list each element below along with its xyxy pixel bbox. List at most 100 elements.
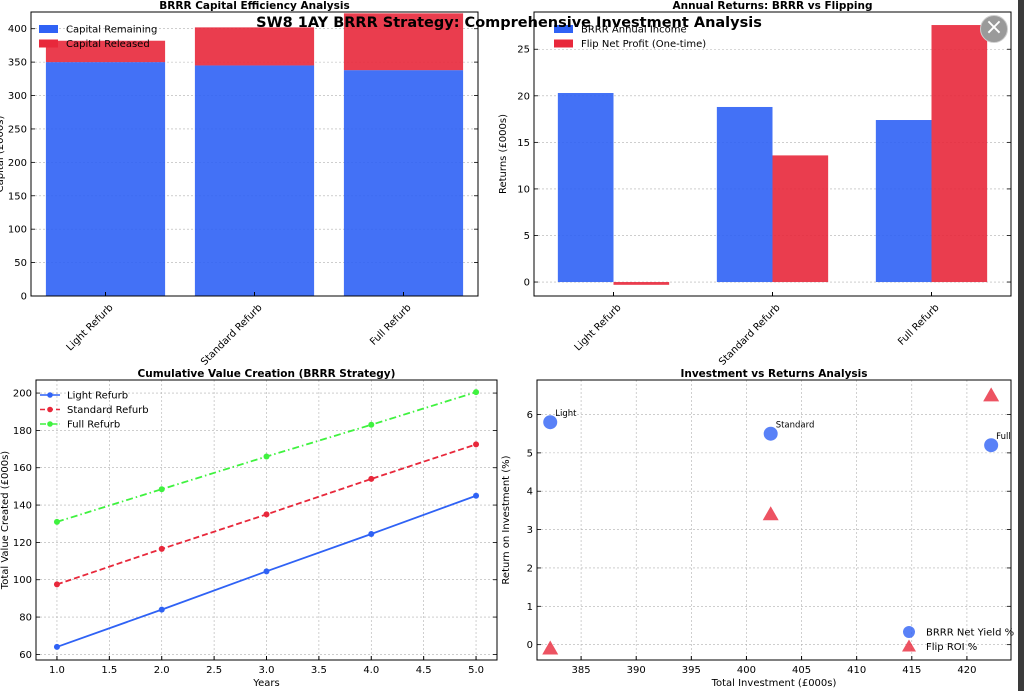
y-tick-label: 10 [517, 184, 530, 195]
bar-flip-profit [772, 155, 829, 283]
legend-swatch [554, 25, 573, 33]
y-tick-label: 140 [13, 501, 32, 512]
bar-brrr-income [716, 106, 773, 283]
x-tick-label: 2.5 [206, 665, 222, 676]
y-tick-label: 5 [527, 448, 533, 459]
x-axis-label: Years [252, 678, 279, 689]
data-point [158, 545, 165, 552]
legend-label: Flip ROI % [926, 642, 977, 653]
legend-marker [47, 421, 53, 427]
plot-1: BRRR Capital Efficiency Analysis 0 50 100 15… [0, 0, 479, 368]
y-tick-label: 300 [8, 91, 27, 102]
point-annotation: Light [555, 409, 577, 419]
y-tick-label: 160 [13, 463, 32, 474]
bar-capital-released [45, 40, 166, 63]
data-point [158, 486, 165, 493]
y-tick-label: 200 [8, 158, 27, 169]
legend-swatch [39, 39, 58, 48]
data-point [473, 492, 480, 499]
figure-suptitle: SW8 1AY BRRR Strategy: Comprehensive Inv… [256, 15, 762, 31]
legend-label: Full Refurb [67, 420, 120, 431]
y-axis-label: Return on Investment (%) [501, 455, 512, 584]
y-tick-label: 15 [517, 138, 530, 149]
x-tick-label: 390 [627, 665, 646, 676]
y-tick-label: 4 [527, 487, 533, 498]
x-tick-label: 395 [682, 665, 701, 676]
legend-marker [902, 639, 916, 652]
chart-title: Cumulative Value Creation (BRRR Strategy… [138, 368, 396, 380]
x-tick-label: Standard Refurb [199, 302, 265, 368]
x-tick-label: 410 [847, 665, 866, 676]
legend-swatch [554, 39, 573, 48]
plot-3: Cumulative Value Creation (BRRR Strategy… [0, 368, 498, 689]
data-point [368, 421, 375, 428]
chart-title: Investment vs Returns Analysis [680, 368, 867, 380]
data-point [53, 518, 60, 525]
x-tick-label: 400 [737, 665, 756, 676]
legend-label: BRRR Net Yield % [926, 628, 1014, 639]
data-point [158, 606, 165, 613]
y-tick-label: 0 [21, 292, 27, 303]
y-tick-label: 100 [13, 575, 32, 586]
close-button[interactable]: × [980, 15, 1008, 43]
legend-label: Capital Remaining [66, 25, 157, 36]
data-point [368, 475, 375, 482]
x-tick-label: 420 [957, 665, 976, 676]
plot-border [30, 11, 479, 297]
data-point [53, 643, 60, 650]
scatter-point-flip [983, 387, 1000, 402]
scatter-point-brrr [543, 415, 558, 430]
chart-title: BRRR Capital Efficiency Analysis [159, 0, 349, 12]
y-tick-label: 1 [527, 602, 533, 613]
bar-capital-remaining [194, 65, 315, 296]
y-tick-label: 200 [13, 389, 32, 400]
scatter-point-brrr [984, 438, 999, 453]
y-tick-label: 400 [8, 24, 27, 35]
data-point [263, 453, 270, 460]
legend-marker [47, 406, 53, 413]
bar-capital-released [343, 13, 464, 71]
bar-capital-remaining [45, 62, 166, 296]
x-tick-label: 405 [792, 665, 811, 676]
x-tick-label: 2.0 [154, 665, 170, 676]
x-tick-label: Standard Refurb [717, 302, 783, 368]
y-tick-label: 2 [527, 563, 533, 574]
legend-label: Flip Net Profit (One-time) [581, 39, 706, 50]
plot-4: Investment vs Returns Analysis 0 1 2 3 4 5 6 Ret… [501, 368, 1014, 689]
legend-label: BRRR Annual Income [581, 25, 687, 36]
y-tick-label: 20 [517, 91, 530, 102]
y-tick-label: 80 [19, 613, 32, 624]
x-tick-label: 1.5 [101, 665, 117, 676]
bar-capital-released [194, 27, 315, 66]
y-tick-label: 350 [8, 58, 27, 69]
x-tick-label: 5.0 [468, 665, 484, 676]
data-point [473, 389, 480, 396]
plot-border [35, 379, 498, 661]
x-tick-label: 4.0 [363, 665, 379, 676]
x-tick-label: 3.5 [311, 665, 327, 676]
y-tick-label: 150 [8, 191, 27, 202]
x-tick-label: Light Refurb [573, 302, 624, 353]
y-tick-label: 250 [8, 124, 27, 135]
y-tick-label: 0 [527, 640, 533, 651]
x-tick-label: 3.0 [259, 665, 275, 676]
point-annotation: Full [996, 432, 1011, 442]
plot-2: Annual Returns: BRRR vs Flipping 0 5 10 15 20… [498, 0, 1012, 368]
legend-label: Standard Refurb [67, 405, 149, 416]
x-tick-label: Light Refurb [65, 302, 116, 353]
y-tick-label: 6 [527, 410, 533, 421]
x-tick-label: 1.0 [49, 665, 65, 676]
y-tick-label: 3 [527, 525, 533, 536]
bar-brrr-income [875, 120, 932, 283]
chart-title: Annual Returns: BRRR vs Flipping [672, 0, 872, 12]
bar-flip-profit [613, 282, 670, 285]
bar-flip-profit [931, 25, 988, 283]
x-tick-label: 385 [572, 665, 591, 676]
bar-brrr-income [557, 93, 614, 283]
legend-swatch [39, 25, 58, 33]
x-tick-label: 415 [902, 665, 921, 676]
point-annotation: Standard [776, 421, 815, 431]
y-axis-label: Capital (£000s) [0, 116, 6, 193]
